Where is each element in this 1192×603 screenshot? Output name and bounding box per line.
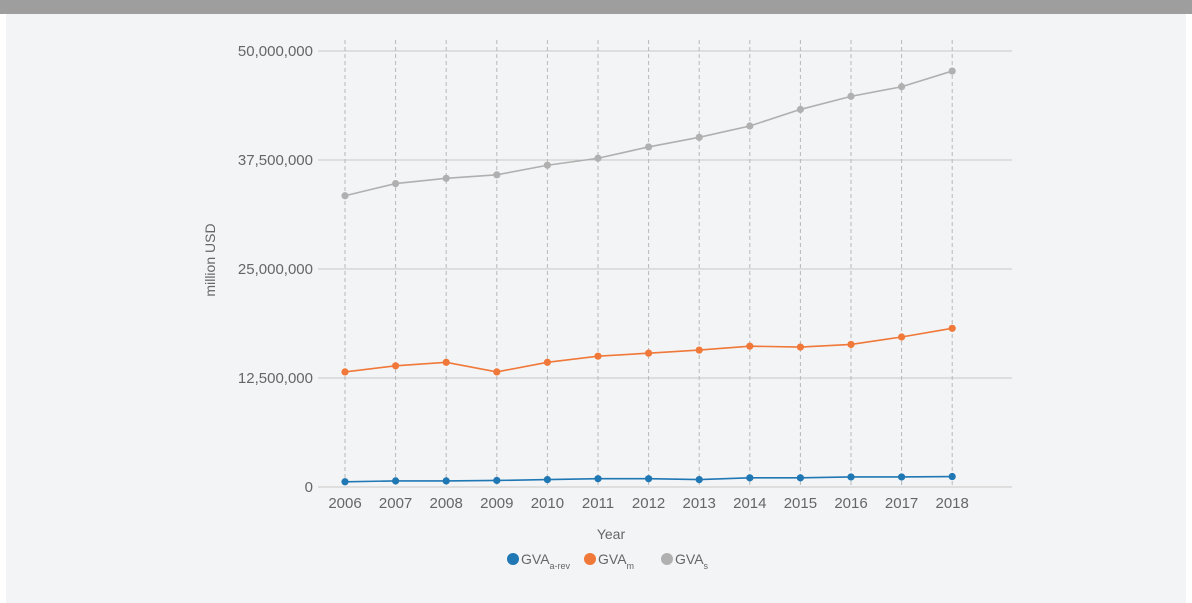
data-point — [746, 122, 754, 130]
data-point — [847, 473, 855, 481]
data-point — [847, 92, 855, 100]
y-tick-label: 25,000,000 — [238, 261, 313, 278]
x-tick-label: 2010 — [531, 495, 564, 512]
data-point — [392, 179, 400, 188]
series-a-rev — [341, 472, 956, 486]
vertical-gridlines — [344, 40, 953, 487]
legend-marker — [507, 553, 519, 565]
data-point — [493, 171, 501, 179]
data-point — [948, 472, 956, 481]
data-point — [442, 477, 450, 485]
data-point — [746, 342, 754, 350]
x-tick-label: 2011 — [582, 495, 614, 512]
data-point — [796, 474, 805, 482]
data-point — [695, 475, 703, 484]
data-point — [695, 133, 703, 141]
data-point — [898, 83, 906, 91]
series-s — [341, 67, 956, 200]
data-point — [847, 340, 855, 349]
data-point — [493, 476, 501, 485]
x-tick-label: 2015 — [784, 495, 817, 512]
data-point — [594, 475, 602, 483]
legend-label: GVAm — [598, 551, 634, 571]
data-point — [442, 358, 450, 366]
legend-label: GVAa-rev — [521, 551, 571, 571]
data-point — [645, 475, 653, 483]
data-point — [645, 349, 653, 357]
series-m — [341, 324, 956, 376]
data-point — [543, 475, 552, 484]
x-tick-label: 2018 — [936, 495, 969, 512]
x-tick-label: 2008 — [430, 495, 463, 512]
chart-panel — [6, 14, 1186, 603]
x-tick-label: 2016 — [834, 495, 867, 512]
y-tick-label: 50,000,000 — [238, 43, 313, 60]
data-point — [695, 346, 703, 354]
series-group — [341, 67, 956, 486]
x-axis-title: Year — [597, 526, 626, 542]
legend-marker — [584, 553, 596, 565]
legend-item[interactable]: GVAs — [661, 551, 709, 571]
data-point — [543, 161, 552, 169]
legend-item[interactable]: GVAa-rev — [507, 551, 571, 571]
data-point — [746, 474, 754, 482]
x-axis-ticks: 2006 2007 2008 2009 2010 2011 2012 2013 2014 2015… — [328, 495, 969, 512]
data-point — [341, 368, 349, 376]
data-point — [898, 473, 906, 481]
legend: GVAa-rev GVAm GVAs — [507, 551, 709, 571]
legend-label: GVAs — [675, 551, 709, 571]
legend-marker — [661, 553, 673, 565]
top-bar — [0, 0, 1192, 14]
y-tick-label: 0 — [305, 479, 313, 496]
data-point — [392, 477, 400, 485]
y-tick-label: 12,500,000 — [238, 370, 313, 387]
data-point — [948, 67, 956, 75]
data-point — [898, 333, 906, 341]
x-tick-label: 2012 — [632, 495, 665, 512]
data-point — [796, 105, 805, 114]
data-point — [948, 324, 956, 332]
data-point — [442, 174, 450, 182]
x-tick-label: 2013 — [683, 495, 716, 512]
horizontal-gridlines — [318, 50, 1012, 488]
data-point — [594, 352, 602, 360]
y-tick-label: 37,500,000 — [238, 152, 313, 169]
y-axis-ticks: 0 12,500,000 25,000,000 37,500,000 50,000,00… — [238, 43, 313, 496]
x-tick-label: 2017 — [885, 495, 918, 512]
y-axis-title: million USD — [202, 223, 218, 296]
legend-item[interactable]: GVAm — [584, 551, 634, 571]
data-point — [796, 343, 805, 351]
x-tick-label: 2006 — [328, 495, 361, 512]
data-point — [392, 362, 400, 370]
data-point — [543, 358, 552, 366]
data-point — [341, 478, 349, 486]
data-point — [493, 368, 501, 376]
x-tick-label: 2014 — [733, 495, 766, 512]
data-point — [645, 143, 653, 151]
x-tick-label: 2009 — [480, 495, 513, 512]
data-point — [341, 192, 349, 200]
x-tick-label: 2007 — [379, 495, 412, 512]
data-point — [594, 154, 602, 162]
